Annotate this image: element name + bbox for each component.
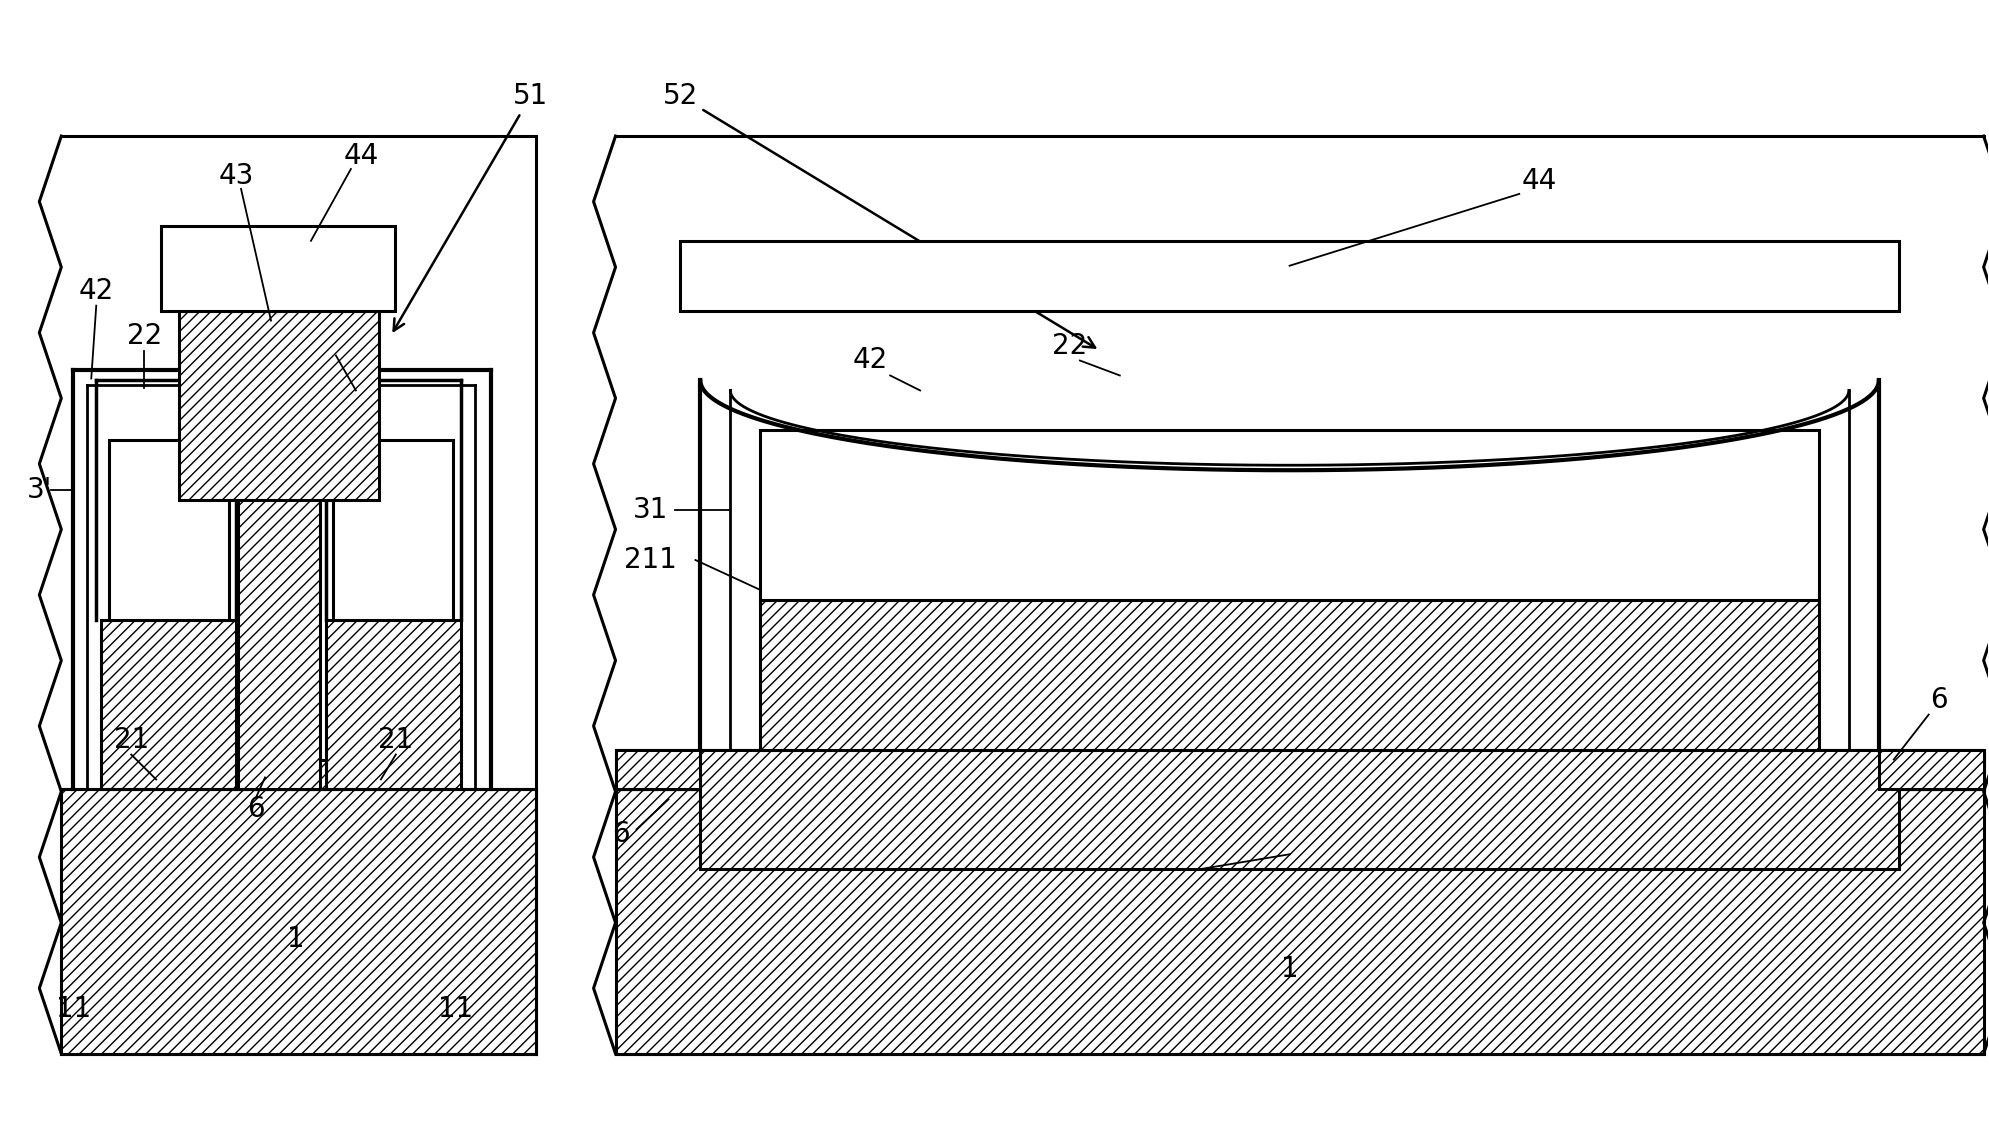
Bar xyxy=(179,311,378,500)
Bar xyxy=(680,241,1899,311)
Bar xyxy=(239,386,320,790)
Bar xyxy=(237,760,326,790)
Text: 52: 52 xyxy=(662,82,1096,348)
Text: 211: 211 xyxy=(625,546,676,574)
Text: 3': 3' xyxy=(26,476,52,504)
Text: 31: 31 xyxy=(633,496,668,524)
Text: 6: 6 xyxy=(613,820,629,848)
Text: 21: 21 xyxy=(378,726,414,754)
Text: 22: 22 xyxy=(1052,331,1088,359)
Bar xyxy=(332,440,453,619)
Bar xyxy=(62,790,535,1054)
Text: 11: 11 xyxy=(56,995,91,1023)
Bar xyxy=(615,749,1983,790)
Bar xyxy=(161,226,396,311)
Bar xyxy=(615,790,1983,1054)
Text: 44: 44 xyxy=(1522,167,1557,195)
Bar xyxy=(615,749,700,790)
Bar xyxy=(700,749,1899,870)
Text: 42: 42 xyxy=(853,347,887,375)
Text: 21: 21 xyxy=(113,726,149,754)
Bar xyxy=(326,619,461,790)
Text: 21: 21 xyxy=(1271,826,1307,854)
Text: 11: 11 xyxy=(438,995,473,1023)
Bar xyxy=(760,600,1818,749)
Bar xyxy=(101,619,237,790)
Text: 42: 42 xyxy=(80,277,113,305)
Bar xyxy=(109,440,229,619)
Text: 51: 51 xyxy=(394,82,549,331)
Text: 6: 6 xyxy=(1929,686,1947,714)
Text: 22: 22 xyxy=(127,322,161,350)
Text: 1: 1 xyxy=(286,925,304,953)
Bar xyxy=(1880,749,1983,790)
Text: 43: 43 xyxy=(219,162,255,190)
Text: 22: 22 xyxy=(314,327,348,355)
Bar xyxy=(760,431,1818,600)
Text: 44: 44 xyxy=(344,142,378,171)
Text: 6: 6 xyxy=(247,795,265,824)
Text: 1: 1 xyxy=(1281,955,1299,983)
